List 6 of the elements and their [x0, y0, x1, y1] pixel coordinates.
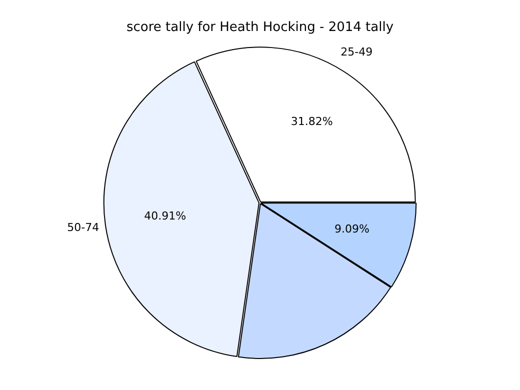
data-label: 31.82% — [290, 114, 333, 128]
slice-label: 25-49 — [340, 45, 373, 58]
slice-label: 50-74 — [67, 221, 100, 234]
data-label: 40.91% — [144, 209, 186, 222]
data-label: 9.09% — [334, 222, 370, 236]
chart-title: score tally for Heath Hocking - 2014 tally — [126, 20, 394, 36]
